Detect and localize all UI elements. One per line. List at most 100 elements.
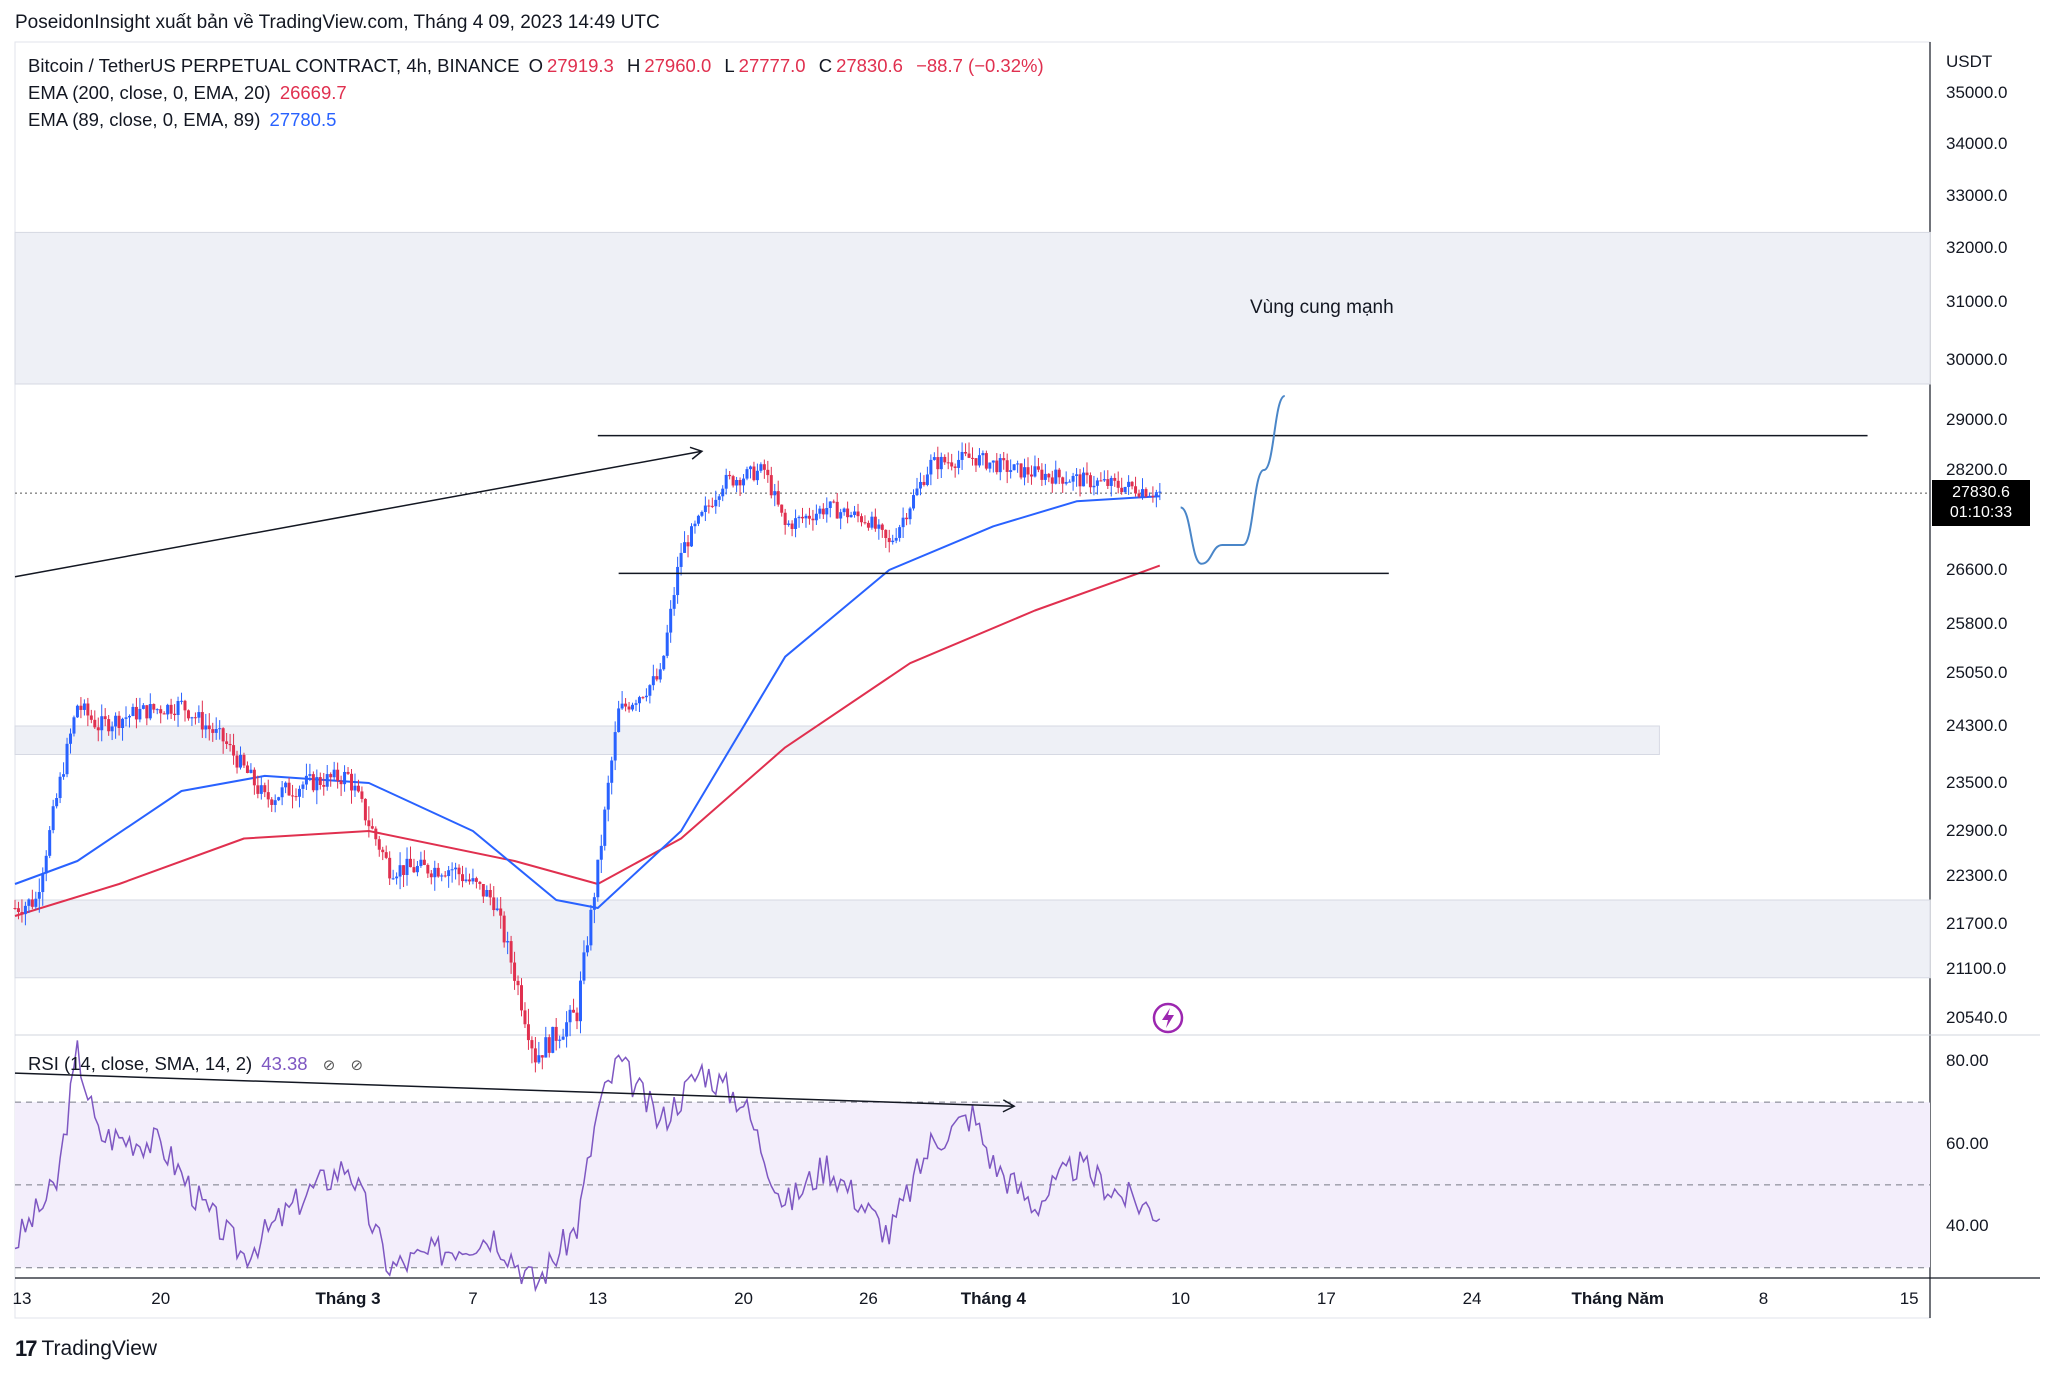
candle-body xyxy=(506,941,510,943)
candle-body xyxy=(540,1055,544,1058)
candle-body xyxy=(141,705,145,709)
candle-body xyxy=(811,518,815,521)
candle-body xyxy=(339,780,343,785)
candle-body xyxy=(166,704,170,715)
candle-body xyxy=(853,511,857,515)
rsi-divergence-line xyxy=(14,1072,1016,1113)
candle-body xyxy=(866,522,870,528)
candle-body xyxy=(894,537,898,541)
candle-body xyxy=(1043,473,1047,480)
candle-body xyxy=(1047,473,1051,478)
candle-body xyxy=(967,453,971,458)
candle-body xyxy=(134,706,138,720)
candle-body xyxy=(1057,469,1061,478)
tradingview-logo[interactable]: 17 TradingView xyxy=(15,1336,157,1362)
candle-body xyxy=(1005,460,1009,472)
ema200-legend[interactable]: EMA (200, close, 0, EMA, 20) 26669.7 xyxy=(28,82,351,104)
candle-body xyxy=(180,700,184,702)
candle-body xyxy=(457,867,461,875)
candle-body xyxy=(891,540,895,543)
candle-body xyxy=(1064,481,1068,484)
visibility-off-icon[interactable]: ⊘ xyxy=(322,1057,336,1074)
candle-body xyxy=(828,501,832,508)
price-tick-label: 23500.0 xyxy=(1946,773,2008,792)
price-tick-label: 28200.0 xyxy=(1946,460,2008,479)
symbol-legend[interactable]: Bitcoin / TetherUS PERPETUAL CONTRACT, 4… xyxy=(28,55,1048,77)
lightning-icon[interactable] xyxy=(1152,1002,1184,1034)
candle-body xyxy=(957,459,961,468)
candle-body xyxy=(100,716,104,731)
candle-body xyxy=(121,718,125,729)
candle-body xyxy=(96,727,100,731)
candle-body xyxy=(256,785,260,794)
price-tick-label: 35000.0 xyxy=(1946,83,2008,102)
candle-body xyxy=(148,704,152,719)
candle-body xyxy=(932,457,936,460)
ema89-legend[interactable]: EMA (89, close, 0, EMA, 89) 27780.5 xyxy=(28,109,340,131)
candle-body xyxy=(748,466,752,470)
candle-body xyxy=(1106,479,1110,486)
candle-body xyxy=(429,873,433,878)
candle-body xyxy=(211,729,215,733)
candle-body xyxy=(849,514,853,518)
candle-body xyxy=(801,516,805,519)
close-label: C xyxy=(818,55,833,76)
candle-body xyxy=(731,476,735,486)
candle-body xyxy=(436,867,440,877)
candle-body xyxy=(190,717,194,719)
candle-body xyxy=(464,879,468,882)
candle-body xyxy=(343,771,347,785)
candle-body xyxy=(488,889,492,898)
low-value: 27777.0 xyxy=(738,55,806,76)
candle-body xyxy=(689,526,693,547)
candle-body xyxy=(238,754,242,768)
candle-body xyxy=(249,769,253,773)
rsi-legend[interactable]: RSI (14, close, SMA, 14, 2) 43.38 ⊘ ⊘ xyxy=(28,1053,367,1075)
change-value: −88.7 (−0.32%) xyxy=(916,55,1044,76)
candle-body xyxy=(440,875,444,877)
candle-body xyxy=(350,773,354,791)
candle-body xyxy=(381,849,385,853)
candle-body xyxy=(242,754,246,766)
candle-body xyxy=(606,782,610,810)
candle-body xyxy=(780,504,784,513)
candle-body xyxy=(755,470,759,481)
candle-body xyxy=(905,517,909,520)
candle-body xyxy=(922,481,926,485)
candle-body xyxy=(55,798,59,807)
candle-body xyxy=(173,713,177,716)
candle-body xyxy=(107,719,111,732)
candle-body xyxy=(1102,479,1106,481)
rsi-tick-label: 80.00 xyxy=(1946,1050,1989,1070)
candle-body xyxy=(554,1026,558,1041)
candle-body xyxy=(207,725,211,730)
candle-body xyxy=(991,460,995,463)
ema200-label: EMA (200, close, 0, EMA, 20) xyxy=(28,82,271,103)
symbol-name: Bitcoin / TetherUS PERPETUAL CONTRACT, 4… xyxy=(28,55,520,76)
candle-body xyxy=(370,826,374,829)
supply-zone-label: Vùng cung mạnh xyxy=(1250,297,1394,318)
candle-body xyxy=(912,495,916,509)
candle-body xyxy=(745,469,749,479)
candle-body xyxy=(221,728,225,742)
candle-body xyxy=(544,1037,548,1058)
candle-body xyxy=(471,878,475,882)
candle-body xyxy=(155,709,159,711)
candle-body xyxy=(551,1026,555,1053)
candle-body xyxy=(1099,480,1103,482)
candle-body xyxy=(176,701,180,716)
candle-body xyxy=(783,512,787,525)
visibility-off-icon[interactable]: ⊘ xyxy=(350,1057,364,1074)
candle-body xyxy=(1113,477,1117,481)
candle-body xyxy=(665,632,669,656)
candle-body xyxy=(825,507,829,515)
time-axis-label: 20 xyxy=(734,1289,753,1308)
candle-body xyxy=(821,508,825,515)
candle-body xyxy=(402,865,406,875)
candle-body xyxy=(859,516,863,523)
candle-body xyxy=(679,552,683,567)
candle-body xyxy=(329,774,333,778)
candle-body xyxy=(1144,489,1148,497)
candle-body xyxy=(367,820,371,827)
